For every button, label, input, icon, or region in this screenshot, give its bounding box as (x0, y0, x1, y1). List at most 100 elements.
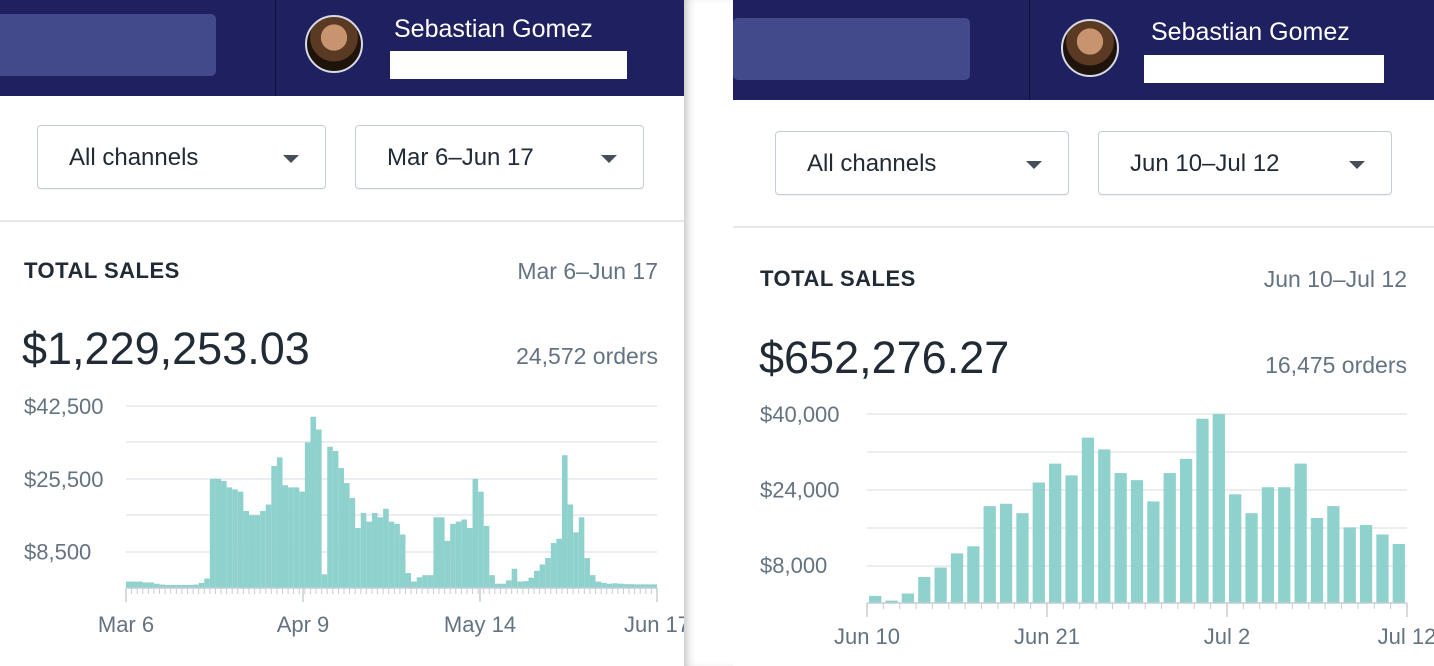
sales-bar[interactable] (450, 523, 456, 588)
sales-bar[interactable] (282, 485, 289, 588)
sales-bar[interactable] (1098, 449, 1111, 603)
sales-bar[interactable] (327, 446, 333, 588)
sales-bar[interactable] (394, 523, 400, 588)
sales-bar[interactable] (1163, 473, 1176, 603)
sales-bar[interactable] (265, 504, 272, 588)
sales-bar[interactable] (254, 515, 261, 588)
sales-bar[interactable] (360, 513, 367, 588)
sales-bar[interactable] (534, 570, 540, 588)
sales-bar[interactable] (1392, 543, 1405, 603)
sales-bar[interactable] (461, 519, 467, 588)
sales-bar[interactable] (1310, 517, 1324, 603)
sales-bar[interactable] (427, 575, 434, 588)
sales-bar[interactable] (126, 581, 132, 588)
sales-bar[interactable] (288, 487, 294, 588)
sales-bar[interactable] (1278, 487, 1291, 603)
sales-bar[interactable] (316, 429, 322, 588)
sales-bar[interactable] (232, 489, 238, 588)
sales-bar[interactable] (221, 480, 227, 588)
sales-bar[interactable] (999, 503, 1013, 603)
sales-bar[interactable] (522, 581, 529, 588)
sales-bar[interactable] (494, 583, 501, 588)
sales-bar[interactable] (1359, 525, 1373, 603)
sales-bar[interactable] (573, 532, 579, 588)
sales-bar[interactable] (561, 455, 568, 588)
sales-bar[interactable] (310, 416, 317, 588)
sales-bar[interactable] (405, 573, 412, 588)
sales-bar[interactable] (517, 581, 523, 588)
sales-bar[interactable] (388, 521, 395, 588)
sales-bar[interactable] (439, 517, 445, 588)
sales-bar[interactable] (243, 510, 249, 588)
sales-bar[interactable] (455, 521, 462, 588)
sales-bar[interactable] (304, 442, 311, 588)
sales-bar[interactable] (383, 508, 389, 588)
sales-bar[interactable] (539, 564, 546, 588)
sales-bar[interactable] (422, 575, 428, 588)
sales-bar[interactable] (204, 578, 210, 588)
sales-bar[interactable] (634, 584, 641, 588)
sales-bar[interactable] (589, 575, 596, 588)
sales-bar[interactable] (869, 595, 882, 603)
sales-bar[interactable] (1114, 473, 1127, 603)
sales-bar[interactable] (209, 478, 216, 588)
sales-bar[interactable] (248, 515, 255, 588)
sales-bar[interactable] (371, 513, 378, 588)
sales-bar[interactable] (901, 593, 915, 603)
sales-bar[interactable] (343, 483, 350, 588)
sales-bar[interactable] (1196, 418, 1209, 603)
search-bar[interactable] (733, 18, 970, 80)
sales-bar[interactable] (433, 517, 440, 588)
sales-bar[interactable] (1212, 414, 1225, 603)
sales-bar[interactable] (567, 504, 574, 588)
channel-select[interactable]: All channels (37, 125, 326, 189)
sales-bar[interactable] (142, 582, 149, 588)
sales-bar[interactable] (366, 521, 372, 588)
user-name[interactable]: Sebastian Gomez (1151, 18, 1350, 46)
sales-bar[interactable] (193, 584, 199, 588)
date-range-select[interactable]: Mar 6–Jun 17 (355, 125, 644, 189)
sales-bar[interactable] (226, 487, 233, 588)
sales-bar[interactable] (478, 491, 484, 588)
sales-bar[interactable] (545, 558, 551, 588)
sales-bar[interactable] (444, 540, 451, 588)
sales-bar[interactable] (918, 577, 931, 603)
sales-bar[interactable] (556, 538, 562, 588)
sales-bar[interactable] (885, 600, 898, 603)
date-range-select[interactable]: Jun 10–Jul 12 (1098, 131, 1392, 195)
sales-bar[interactable] (1229, 494, 1242, 603)
sales-bar[interactable] (187, 585, 194, 588)
sales-bar[interactable] (1261, 487, 1275, 603)
user-name[interactable]: Sebastian Gomez (394, 15, 593, 43)
sales-bar[interactable] (416, 577, 423, 588)
sales-bar[interactable] (276, 457, 283, 588)
sales-bar[interactable] (165, 585, 171, 588)
sales-bar[interactable] (651, 584, 657, 588)
sales-bar[interactable] (640, 584, 646, 588)
sales-bar[interactable] (170, 585, 177, 588)
sales-bar[interactable] (153, 583, 160, 588)
sales-bar[interactable] (1343, 527, 1356, 603)
sales-bar[interactable] (550, 543, 557, 588)
sales-bar[interactable] (237, 491, 244, 588)
sales-bar[interactable] (500, 583, 507, 588)
sales-bar[interactable] (349, 498, 356, 588)
sales-bar[interactable] (967, 546, 980, 603)
sales-bar[interactable] (629, 584, 635, 588)
sales-bar[interactable] (198, 582, 205, 588)
sales-bar[interactable] (1065, 475, 1078, 603)
sales-bar[interactable] (411, 581, 417, 588)
sales-bar[interactable] (338, 468, 344, 588)
sales-bar[interactable] (321, 574, 328, 588)
sales-bar[interactable] (483, 525, 490, 588)
sales-bar[interactable] (584, 558, 590, 588)
sales-bar[interactable] (601, 582, 607, 588)
sales-bar[interactable] (934, 567, 947, 603)
search-bar[interactable] (0, 14, 216, 76)
sales-bar[interactable] (148, 582, 154, 588)
channel-select[interactable]: All channels (775, 131, 1069, 195)
sales-bar[interactable] (181, 585, 188, 588)
sales-bar[interactable] (1081, 437, 1095, 603)
avatar[interactable] (1061, 19, 1119, 77)
sales-bar[interactable] (528, 577, 535, 588)
